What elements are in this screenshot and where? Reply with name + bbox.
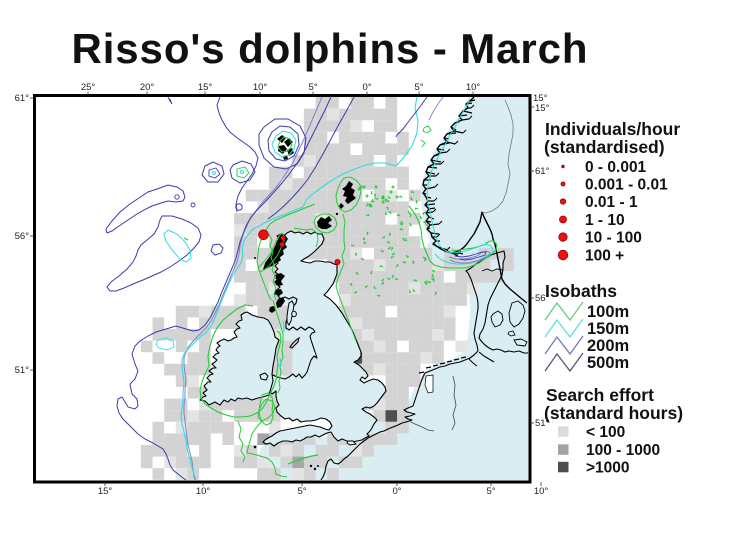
svg-text:100 - 1000: 100 - 1000: [586, 442, 660, 459]
svg-text:61°: 61°: [535, 166, 550, 177]
svg-text:150m: 150m: [587, 320, 629, 338]
svg-text:56°: 56°: [15, 231, 30, 242]
svg-text:56°: 56°: [535, 293, 550, 304]
svg-text:500m: 500m: [587, 354, 629, 372]
svg-text:0.01 - 1: 0.01 - 1: [585, 194, 638, 211]
svg-text:5°: 5°: [308, 82, 317, 93]
svg-text:(standard hours): (standard hours): [544, 403, 683, 423]
svg-text:15°: 15°: [533, 93, 548, 104]
svg-text:1 - 10: 1 - 10: [585, 212, 625, 229]
svg-text:0.001 - 0.01: 0.001 - 0.01: [585, 177, 668, 194]
svg-text:15°: 15°: [98, 486, 113, 497]
svg-text:10°: 10°: [253, 82, 268, 93]
svg-text:5°: 5°: [297, 486, 306, 497]
svg-text:100m: 100m: [587, 303, 629, 321]
svg-text:100 +: 100 +: [585, 248, 624, 265]
svg-text:0°: 0°: [362, 82, 371, 93]
svg-text:10°: 10°: [466, 82, 481, 93]
svg-text:Search effort: Search effort: [546, 385, 654, 405]
svg-text:0 - 0.001: 0 - 0.001: [585, 159, 647, 176]
svg-text:15°: 15°: [198, 82, 213, 93]
svg-text:51°: 51°: [535, 418, 550, 429]
svg-text:Individuals/hour: Individuals/hour: [545, 119, 680, 139]
svg-text:< 100: < 100: [586, 424, 625, 441]
svg-text:10°: 10°: [196, 486, 211, 497]
svg-text:15°: 15°: [535, 103, 550, 114]
svg-text:200m: 200m: [587, 337, 629, 355]
svg-text:Isobaths: Isobaths: [545, 281, 617, 301]
svg-text:25°: 25°: [81, 82, 96, 93]
svg-text:51°: 51°: [15, 365, 30, 376]
svg-text:>1000: >1000: [586, 460, 630, 477]
svg-text:0°: 0°: [392, 486, 401, 497]
svg-text:61°: 61°: [15, 93, 30, 104]
svg-text:5°: 5°: [414, 82, 423, 93]
svg-text:(standardised): (standardised): [544, 137, 665, 157]
svg-text:10 - 100: 10 - 100: [585, 230, 642, 247]
svg-text:10°: 10°: [534, 486, 549, 497]
svg-text:20°: 20°: [140, 82, 155, 93]
svg-text:Risso's dolphins - March: Risso's dolphins - March: [72, 25, 589, 72]
svg-text:5°: 5°: [486, 486, 495, 497]
